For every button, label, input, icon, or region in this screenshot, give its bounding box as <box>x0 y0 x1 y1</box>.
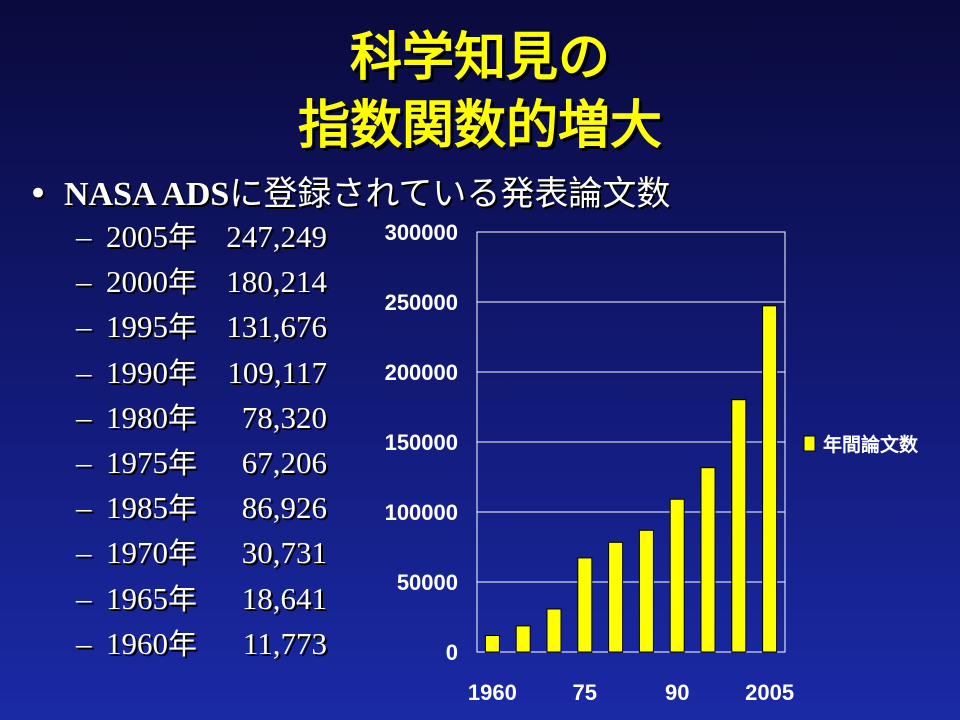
list-item-count: 86,926 <box>241 490 328 526</box>
list-item-year-suffix: 年 <box>168 445 198 480</box>
list-item-year: 1960 <box>106 625 168 661</box>
list-item-year-suffix: 年 <box>168 491 198 526</box>
list-item: –1965年 18,641 <box>76 576 327 621</box>
plot-area-border <box>476 231 786 653</box>
list-item-count: 78,320 <box>241 399 328 435</box>
bullet-text-japanese: に登録されている発表論文数 <box>229 174 671 214</box>
y-tick-label: 50000 <box>397 570 458 595</box>
list-item-count: 11,773 <box>242 625 328 661</box>
bar <box>577 557 593 653</box>
x-tick-label: 1960 <box>468 680 517 705</box>
list-item-year: 2005 <box>106 219 168 254</box>
bar <box>731 399 747 653</box>
bar <box>638 529 654 653</box>
list-item-year-suffix: 年 <box>168 220 198 254</box>
list-item: –2005年 247,249 <box>76 214 327 259</box>
x-tick-label: 75 <box>573 680 597 705</box>
bar <box>762 305 778 653</box>
list-item-count: 30,731 <box>241 535 328 571</box>
list-item-year: 1985 <box>106 490 168 526</box>
list-item-year: 1980 <box>106 399 168 435</box>
slide-title-line-1: 科学知見の <box>349 28 610 88</box>
y-tick-label: 100000 <box>385 500 458 525</box>
list-item-year: 1975 <box>106 444 168 480</box>
bar <box>546 608 562 653</box>
list-item: –1970年 30,731 <box>76 530 327 575</box>
bar <box>669 498 685 653</box>
list-item-count: 247,249 <box>226 219 328 254</box>
dash-marker: – <box>76 625 92 661</box>
legend-swatch <box>803 435 816 452</box>
x-tick-label: 90 <box>665 680 689 705</box>
dash-marker: – <box>76 264 92 300</box>
list-item-year: 1965 <box>106 580 168 616</box>
list-item: –1990年 109,117 <box>76 350 327 395</box>
dash-marker: – <box>76 354 92 390</box>
bar <box>700 467 716 653</box>
list-item-count: 109,117 <box>227 354 328 390</box>
x-tick-label: 2005 <box>745 680 794 705</box>
dash-marker: – <box>76 490 92 526</box>
list-item: –1975年 67,206 <box>76 440 327 485</box>
y-tick-label: 200000 <box>385 360 458 385</box>
slide-title-line-2: 指数関数的増大 <box>297 96 662 156</box>
bar <box>484 635 500 653</box>
y-tick-label: 250000 <box>385 290 458 315</box>
dash-marker: – <box>76 444 92 480</box>
list-item-year-suffix: 年 <box>168 265 198 300</box>
list-item-year: 2000 <box>106 264 168 300</box>
y-tick-label: 0 <box>446 640 458 665</box>
bullet-point: • NASA ADSに登録されている発表論文数 <box>28 168 670 221</box>
list-item-count: 18,641 <box>241 580 328 616</box>
list-item-year-suffix: 年 <box>168 626 198 661</box>
list-item-count: 180,214 <box>226 264 328 300</box>
list-item: –1980年 78,320 <box>76 395 327 440</box>
list-item-year-suffix: 年 <box>168 400 198 435</box>
list-item-year: 1990 <box>106 354 168 390</box>
list-item-year-suffix: 年 <box>168 581 198 616</box>
list-item-year-suffix: 年 <box>168 536 198 571</box>
list-item: –2000年 180,214 <box>76 259 327 304</box>
list-item: –1960年 11,773 <box>76 621 327 666</box>
paper-count-list: –2005年 247,249 –2000年 180,214 –1995年 131,67… <box>76 214 327 666</box>
bar <box>515 625 531 653</box>
bar <box>608 541 624 653</box>
list-item-count: 131,676 <box>226 309 328 345</box>
dash-marker: – <box>76 309 92 345</box>
dash-marker: – <box>76 399 92 435</box>
list-item-count: 67,206 <box>241 444 328 480</box>
list-item-year: 1970 <box>106 535 168 571</box>
list-item-year-suffix: 年 <box>168 355 198 390</box>
y-tick-label: 150000 <box>385 430 458 455</box>
dash-marker: – <box>76 580 92 616</box>
legend-label: 年間論文数 <box>823 433 919 456</box>
bullet-marker: • <box>28 174 49 214</box>
bullet-text-latin: NASA ADS <box>64 176 230 213</box>
list-item: –1985年 86,926 <box>76 485 327 530</box>
dash-marker: – <box>76 219 92 254</box>
y-tick-label: 300000 <box>385 220 458 245</box>
list-item-year: 1995 <box>106 309 168 345</box>
list-item: –1995年 131,676 <box>76 304 327 349</box>
list-item-year-suffix: 年 <box>168 310 198 345</box>
dash-marker: – <box>76 535 92 571</box>
